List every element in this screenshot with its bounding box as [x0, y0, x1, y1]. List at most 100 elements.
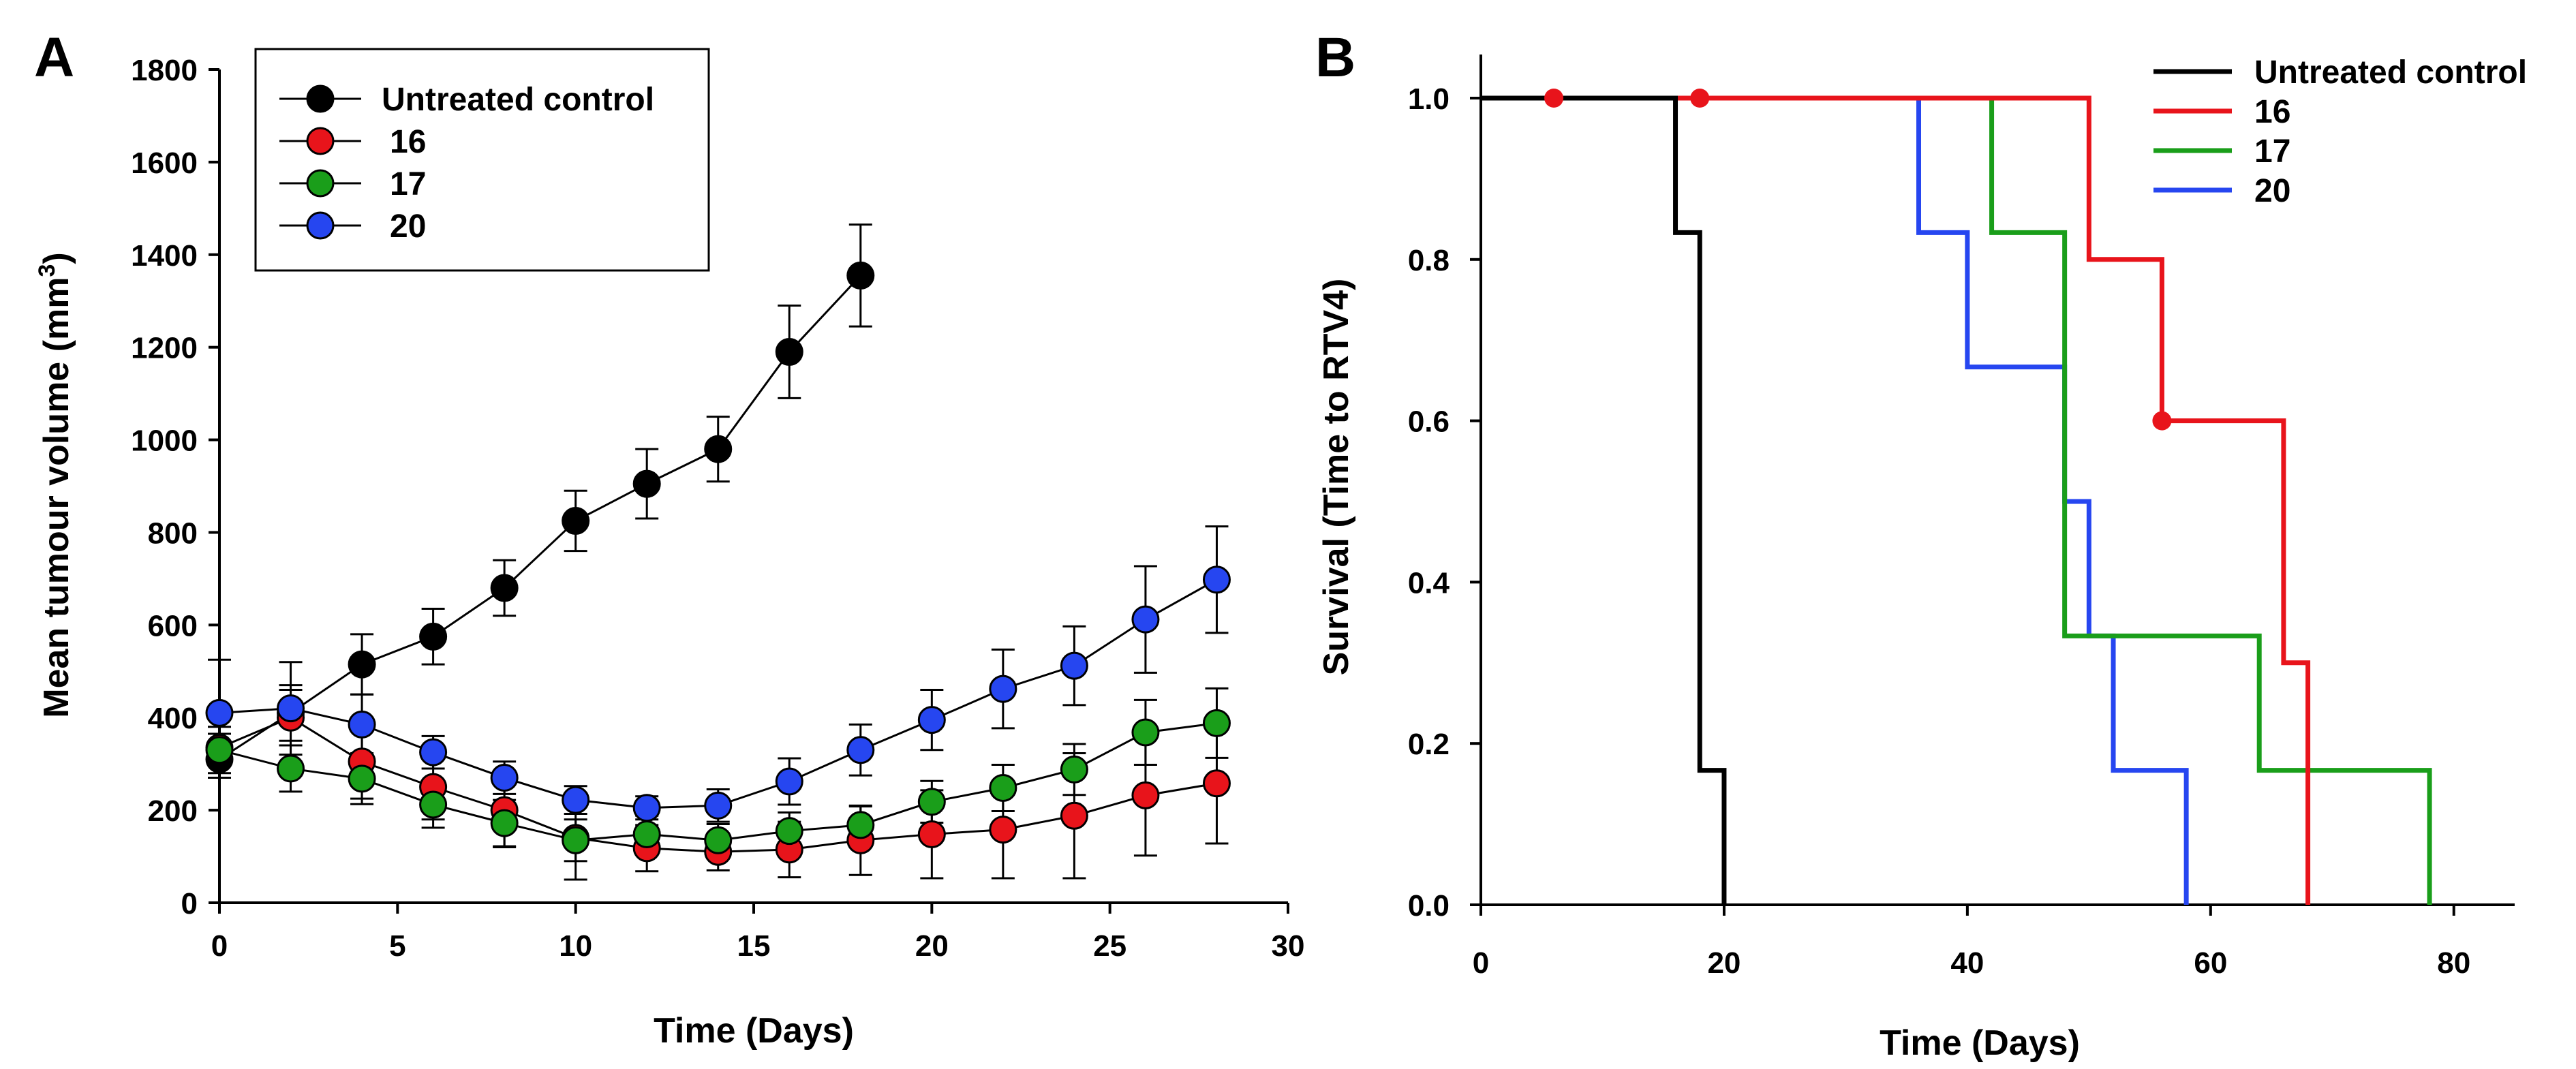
panel-a-y-tick-label: 1800 [131, 54, 198, 87]
panel-a-data-point [917, 706, 946, 734]
panel-a-y-tick-label: 600 [148, 609, 198, 642]
panel-b-censor-mark [1544, 89, 1564, 108]
panel-a-y-tick-label: 0 [181, 887, 198, 920]
panel-b-censor-mark [1690, 89, 1710, 108]
panel-a-legend-label: 20 [390, 208, 426, 245]
panel-a-data-point [846, 736, 875, 764]
panel-a-y-tick-label: 1200 [131, 332, 198, 365]
panel-a-y-label-sup: 3 [34, 264, 60, 277]
panel-a-y-tick-label: 1400 [131, 239, 198, 273]
panel-a-data-point [277, 754, 305, 783]
panel-a-label: A [34, 27, 74, 89]
panel-b-survival-curve [1481, 95, 1727, 905]
panel-a-data-point [1131, 781, 1160, 809]
panel-a-data-point [632, 794, 661, 822]
panel-a-y-tick-label: 200 [148, 794, 198, 828]
panel-a-data-point [562, 506, 590, 535]
panel-a-data-point [989, 773, 1017, 802]
panel-a-data-point [704, 791, 733, 820]
panel-a-data-point [1202, 709, 1231, 737]
panel-a-data-point [632, 469, 661, 498]
panel-b-legend-label: 20 [2254, 173, 2290, 209]
panel-a-x-tick-label: 30 [1272, 929, 1305, 963]
panel-b-y-tick-label: 0.0 [1408, 889, 1450, 923]
panel-a-data-point [917, 788, 946, 816]
panel-a-data-point [775, 337, 803, 366]
panel-a-x-tick-label: 15 [737, 929, 771, 963]
panel-b-y-tick-label: 1.0 [1408, 82, 1450, 116]
panel-a-data-point [277, 694, 305, 723]
panel-a-data-point [1202, 566, 1231, 594]
panel-b-y-tick-label: 0.4 [1408, 566, 1450, 600]
panel-a-data-point [917, 820, 946, 848]
panel-a-data-point [1060, 801, 1088, 830]
panel-a-data-point [348, 710, 376, 739]
panel-b: B 0 20 40 60 80 0.0 0.2 0.4 0.6 0.8 1.0 Time (Day… [1315, 27, 2527, 1063]
panel-a-y-label-close: ) [37, 252, 76, 264]
panel-b-legend-label: 16 [2254, 94, 2290, 130]
panel-b-y-tick-label: 0.6 [1408, 405, 1450, 439]
panel-a-legend-label: 16 [390, 124, 426, 160]
panel-a-data-point [562, 786, 590, 814]
panel-b-censor-mark [2152, 411, 2172, 431]
panel-a-data-point [846, 261, 875, 290]
panel-b-survival-curve [1481, 95, 2432, 905]
panel-b-legend-label: 17 [2254, 134, 2290, 170]
panel-a-data-point [1131, 605, 1160, 634]
panel-a-data-point [348, 650, 376, 679]
panel-a-data-point [1202, 769, 1231, 798]
panel-a-data-point [775, 817, 803, 846]
panel-b-legend-label: Untreated control [2254, 55, 2527, 91]
panel-a-legend-marker [306, 127, 335, 155]
panel-a-x-tick-label: 20 [915, 929, 949, 963]
panel-b-y-label: Survival (Time to RTV4) [1317, 279, 1356, 676]
panel-b-x-tick-label: 60 [2194, 946, 2227, 980]
panel-a-legend-label: 17 [390, 166, 426, 202]
panel-b-x-tick-label: 40 [1950, 946, 1984, 980]
panel-b-x-tick-label: 80 [2437, 946, 2470, 980]
panel-a-data-point [205, 736, 234, 764]
panel-a-series-line [219, 275, 861, 760]
panel-a-data-point [704, 826, 733, 854]
panel-a-legend-marker [306, 211, 335, 240]
panel-a-data-point [1060, 651, 1088, 680]
panel-a-data-point [562, 826, 590, 854]
panel-a-y-tick-label: 800 [148, 516, 198, 550]
panel-a-data-point [989, 816, 1017, 844]
panel-a-data-point [490, 764, 519, 792]
panel-b-x-label: Time (Days) [1880, 1023, 2080, 1063]
panel-b-y-tick-label: 0.2 [1408, 728, 1450, 761]
panel-a-x-tick-label: 5 [389, 929, 405, 963]
panel-a-data-point [704, 435, 733, 463]
panel-a-x-label: Time (Days) [654, 1011, 854, 1051]
panel-a-y-tick-label: 1600 [131, 146, 198, 180]
panel-a-y-label-main: Mean tumour volume (mm [37, 277, 76, 718]
panel-b-label: B [1315, 27, 1355, 89]
panel-a-legend-label: Untreated control [382, 82, 654, 118]
panel-a-data-point [846, 811, 875, 839]
panel-a-data-point [490, 574, 519, 602]
panel-a-data-point [419, 790, 448, 819]
panel-b-x-tick-label: 0 [1473, 946, 1489, 980]
panel-b-survival-curve [1481, 95, 2189, 905]
panel-a-data-point [1131, 718, 1160, 747]
panel-a-data-point [989, 675, 1017, 703]
panel-a-points [205, 261, 1231, 866]
panel-a-x-tick-label: 0 [211, 929, 228, 963]
panel-a-data-point [205, 698, 234, 727]
panel-a-legend-marker [306, 169, 335, 198]
panel-a-data-point [1060, 755, 1088, 784]
panel-a-y-tick-label: 400 [148, 702, 198, 735]
panel-a-legend-marker [306, 84, 335, 113]
panel-b-y-tick-label: 0.8 [1408, 244, 1450, 277]
panel-a-data-point [419, 738, 448, 766]
panel-a-data-point [419, 622, 448, 651]
panel-a-y-label: Mean tumour volume (mm3) [34, 252, 76, 717]
panel-a-data-point [775, 767, 803, 796]
panel-b-survival-curve [1481, 95, 2311, 905]
panel-a-data-point [348, 764, 376, 793]
panel-a: A 0 5 10 15 20 25 30 0 200 400 600 800 1000 1200 1400… [34, 27, 1304, 1051]
panel-b-x-tick-label: 20 [1707, 946, 1741, 980]
